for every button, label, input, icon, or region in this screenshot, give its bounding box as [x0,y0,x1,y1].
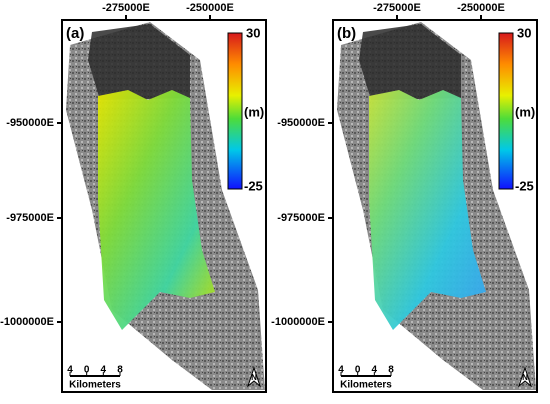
north-label: N [522,373,528,382]
scale-label: 4 [67,365,73,376]
colorbar [227,32,243,190]
scale-label: 4 [338,365,344,376]
dark-area [88,24,190,100]
x-tick-label: -275000E [102,2,150,14]
panel-label: (a) [66,25,84,42]
y-tick-label: -975000E [277,212,325,224]
y-tick-label: -950000E [6,117,54,129]
y-tick-label: -1000000E [271,316,325,328]
colorbar-max: 30 [517,25,531,40]
colorbar-min: -25 [515,178,534,193]
colorbar-unit: (m) [515,104,535,119]
scale-label: 4 [101,365,107,376]
scale-unit: Kilometers [340,380,392,391]
north-label: N [251,373,257,382]
north-arrow [517,366,533,388]
y-tick-label: -950000E [277,117,325,129]
colorbar-unit: (m) [244,104,264,119]
glacier-elevation [369,90,486,330]
panel-label: (b) [337,25,356,42]
scale-label: 0 [84,365,90,376]
scale-label: 8 [388,365,394,376]
glacier-elevation [98,90,215,330]
x-tick-label: -250000E [186,2,234,14]
x-tick-label: -250000E [457,2,505,14]
colorbar-min: -25 [244,178,263,193]
colorbar-max: 30 [246,25,260,40]
colorbar [498,32,514,190]
y-tick-label: -1000000E [0,316,54,328]
y-tick-label: -975000E [6,212,54,224]
north-arrow [246,366,262,388]
scale-label: 4 [372,365,378,376]
dark-area [359,24,461,100]
scale-label: 0 [355,365,361,376]
scale-label: 8 [117,365,123,376]
scale-unit: Kilometers [69,380,121,391]
x-tick-label: -275000E [373,2,421,14]
